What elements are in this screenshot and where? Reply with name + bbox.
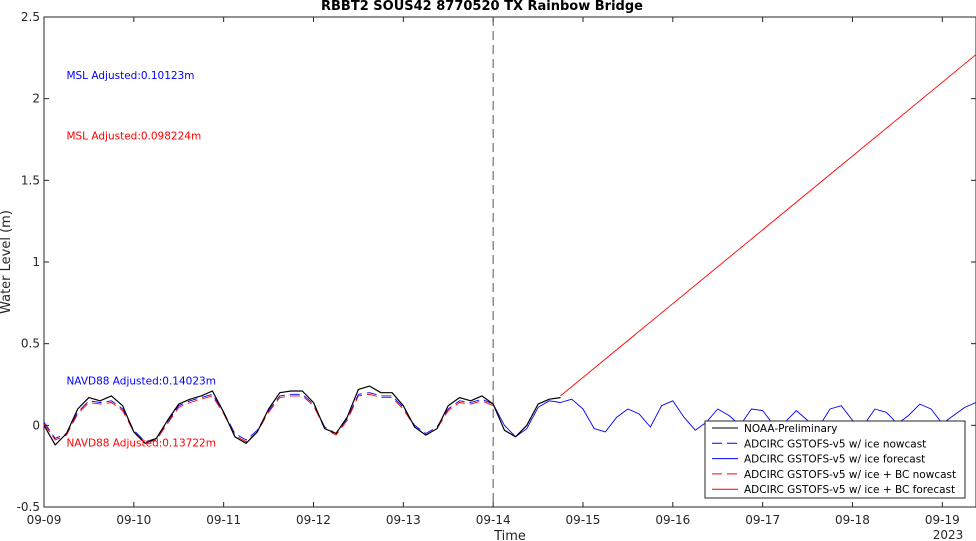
legend-label-2: ADCIRC GSTOFS-v5 w/ ice forecast — [744, 454, 925, 466]
x-tick-label-09-18: 09-18 — [835, 513, 870, 527]
annotation-3: NAVD88 Adjusted:0.13722m — [66, 438, 215, 450]
legend-box — [704, 420, 966, 499]
y-tick-label--0.5: -0.5 — [17, 500, 40, 514]
x-tick-label-09-13: 09-13 — [386, 513, 421, 527]
x-tick-label-09-19: 09-19 — [925, 513, 960, 527]
y-axis-label: Water Level (m) — [0, 210, 14, 314]
y-tick-label-2.5: 2.5 — [21, 10, 40, 24]
series-4-line — [560, 54, 976, 397]
x-tick-label-09-14: 09-14 — [476, 513, 511, 527]
y-tick-label-1: 1 — [32, 255, 40, 269]
series-0-line — [44, 385, 561, 446]
x-axis-label: Time — [493, 529, 526, 541]
annotation-1: MSL Adjusted:0.098224m — [66, 131, 201, 143]
x-tick-label-09-09: 09-09 — [27, 513, 62, 527]
x-axis-year-label: 2023 — [933, 528, 964, 541]
y-tick-label-2: 2 — [32, 92, 40, 106]
x-tick-label-09-15: 09-15 — [566, 513, 601, 527]
legend: NOAA-Preliminary ADCIRC GSTOFS-v5 w/ ice … — [704, 420, 966, 499]
legend-label-1: ADCIRC GSTOFS-v5 w/ ice nowcast — [744, 438, 926, 450]
x-axis-ticks: 09-09 09-10 09-11 09-12 09-13 09-14 09-15 09-16… — [27, 17, 960, 527]
x-tick-label-09-17: 09-17 — [745, 513, 780, 527]
chart-title: RBBT2 SOUS42 8770520 TX Rainbow Bridge — [321, 0, 643, 14]
y-tick-label-0: 0 — [32, 418, 40, 432]
series-layer — [44, 54, 976, 446]
legend-label-0: NOAA-Preliminary — [744, 423, 837, 435]
x-tick-label-09-16: 09-16 — [655, 513, 690, 527]
annotations: MSL Adjusted:0.10123m MSL Adjusted:0.0982… — [66, 70, 215, 450]
x-tick-label-09-10: 09-10 — [116, 513, 151, 527]
y-tick-label-0.5: 0.5 — [21, 337, 40, 351]
legend-label-4: ADCIRC GSTOFS-v5 w/ ice + BC forecast — [744, 484, 955, 496]
legend-label-3: ADCIRC GSTOFS-v5 w/ ice + BC nowcast — [744, 469, 956, 481]
annotation-0: MSL Adjusted:0.10123m — [66, 70, 194, 82]
y-tick-label-1.5: 1.5 — [21, 173, 40, 187]
x-tick-label-09-11: 09-11 — [206, 513, 241, 527]
series-1-line — [44, 392, 494, 443]
x-tick-label-09-12: 09-12 — [296, 513, 331, 527]
y-axis-ticks: -0.5 0 0.5 1 1.5 2 2.5 — [17, 10, 976, 514]
annotation-2: NAVD88 Adjusted:0.14023m — [66, 376, 215, 388]
